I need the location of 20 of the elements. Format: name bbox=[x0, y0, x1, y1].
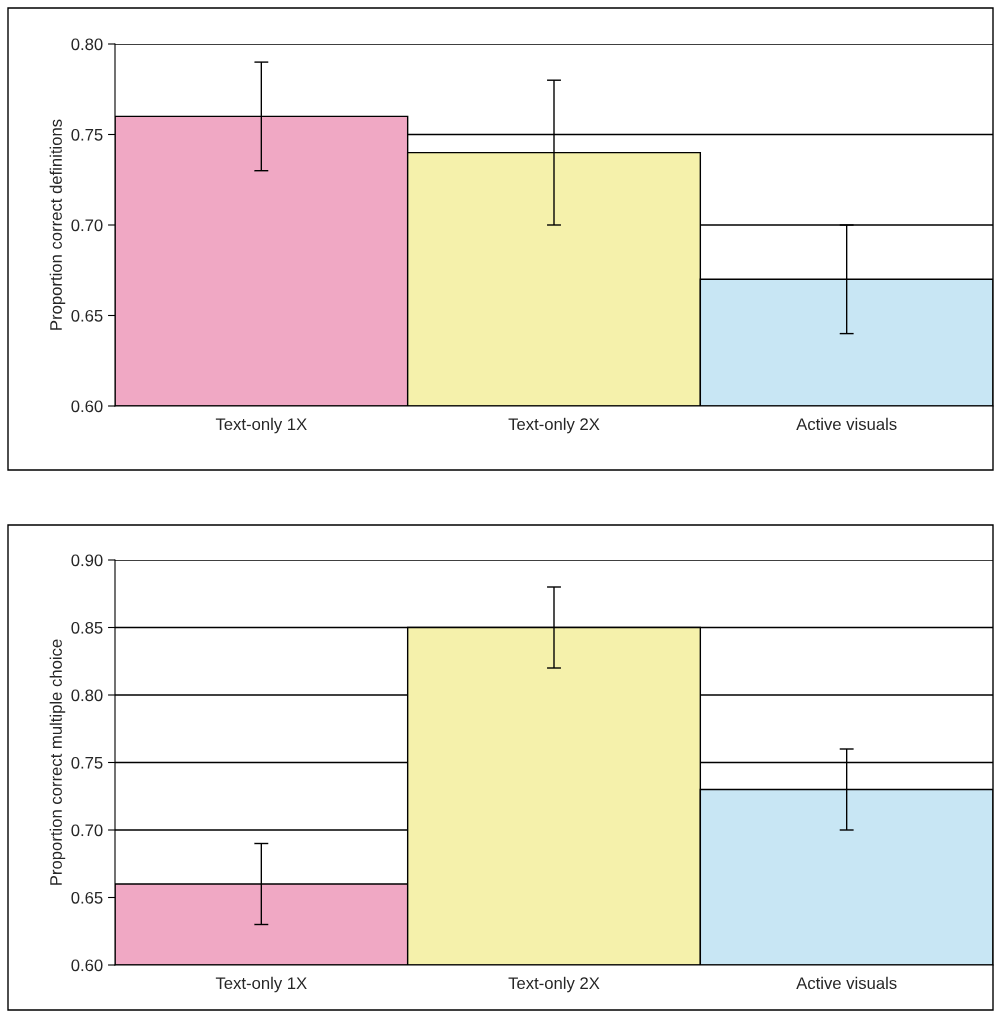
y-tick-label: 0.65 bbox=[71, 309, 103, 322]
y-tick-label: 0.70 bbox=[71, 824, 103, 837]
y-tick-label: 0.75 bbox=[71, 756, 103, 769]
x-tick-label: Active visuals bbox=[796, 976, 897, 990]
y-axis-title: Proportion correct definitions bbox=[49, 119, 66, 330]
y-axis-title: Proportion correct multiple choice bbox=[49, 639, 66, 885]
x-tick-label: Text-only 2X bbox=[508, 417, 600, 434]
y-tick-label: 0.85 bbox=[71, 621, 103, 634]
y-tick-label: 0.60 bbox=[71, 400, 103, 413]
y-tick-label: 0.90 bbox=[71, 554, 103, 567]
y-tick-label: 0.70 bbox=[71, 219, 103, 232]
y-tick-label: 0.65 bbox=[71, 891, 103, 904]
x-tick-label: Text-only 2X bbox=[508, 976, 600, 993]
x-tick-label: Text-only 1X bbox=[215, 976, 307, 993]
x-tick-label: Text-only 1X bbox=[215, 417, 307, 434]
y-tick-label: 0.80 bbox=[71, 689, 103, 702]
y-tick-label: 0.60 bbox=[71, 959, 103, 972]
x-tick-label: Active visuals bbox=[796, 417, 897, 431]
y-tick-label: 0.80 bbox=[71, 38, 103, 51]
y-tick-label: 0.75 bbox=[71, 128, 103, 141]
